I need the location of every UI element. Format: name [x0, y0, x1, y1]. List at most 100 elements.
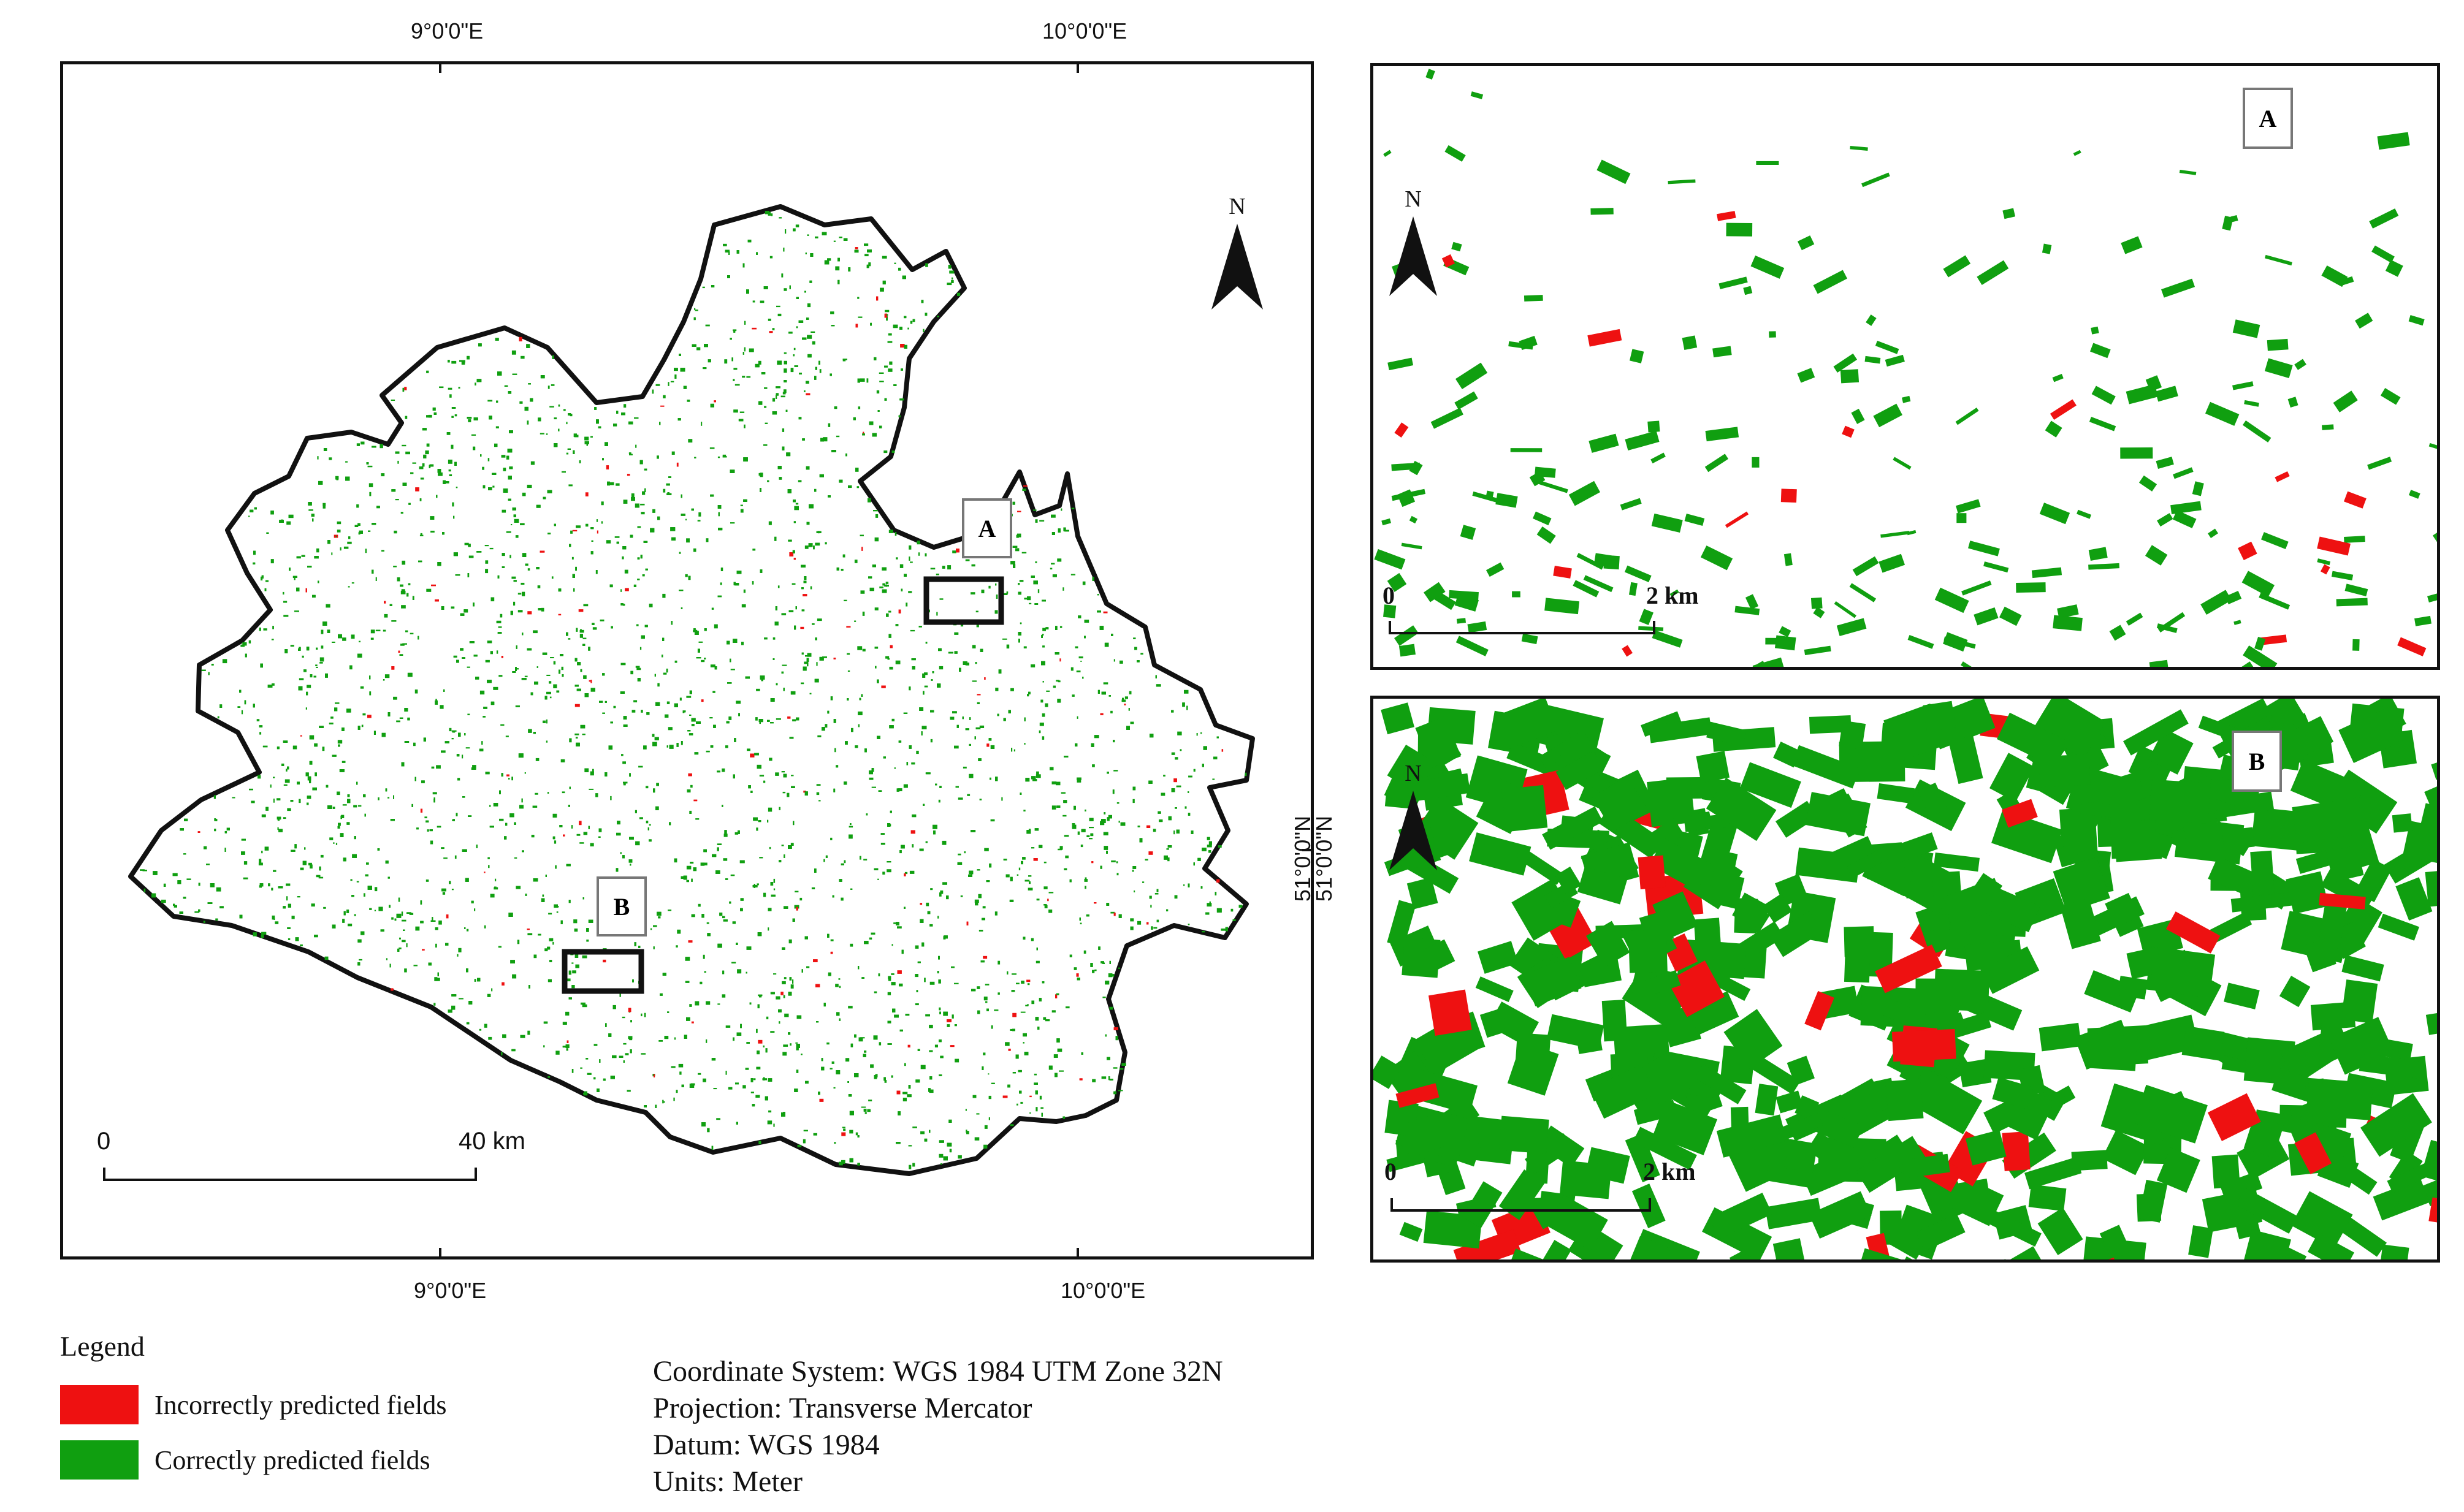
field-patch — [854, 560, 858, 563]
field-patch — [610, 1076, 615, 1079]
field-patch — [1108, 973, 1113, 978]
field-patch — [585, 523, 589, 527]
field-patch — [433, 799, 435, 803]
field-patch — [603, 959, 606, 963]
field-patch — [364, 893, 365, 897]
field-patch — [473, 602, 475, 607]
field-patch — [847, 698, 849, 701]
field-patch — [939, 1153, 944, 1158]
field-patch — [850, 888, 853, 890]
field-patch — [476, 845, 478, 848]
field-patch — [796, 906, 798, 911]
field-patch — [980, 648, 983, 652]
field-patch — [347, 799, 351, 803]
field-patch — [434, 977, 438, 981]
field-patch — [340, 547, 341, 551]
field-patch — [898, 1111, 901, 1115]
field-patch — [534, 682, 538, 685]
field-patch — [691, 1021, 694, 1024]
field-patch — [609, 584, 613, 588]
field-patch — [894, 532, 897, 536]
field-patch — [522, 553, 527, 557]
field-patch — [770, 698, 775, 702]
field-patch — [989, 863, 992, 868]
field-patch — [842, 359, 846, 362]
field-predictions — [140, 211, 1247, 1169]
field-patch — [789, 737, 794, 739]
field-patch — [666, 668, 668, 673]
field-patch — [630, 1049, 632, 1054]
field-patch — [473, 417, 478, 420]
field-patch — [335, 843, 338, 845]
field-patch — [435, 599, 439, 602]
field-patch — [259, 627, 261, 631]
field-patch — [839, 479, 843, 483]
field-patch — [1080, 845, 1083, 848]
field-patch — [1148, 851, 1153, 855]
field-patch — [655, 702, 660, 706]
field-patch — [240, 644, 245, 647]
field-patch — [546, 719, 547, 724]
field-patch — [713, 1088, 717, 1090]
field-patch — [552, 813, 557, 818]
field-patch — [576, 688, 581, 691]
field-patch — [759, 775, 765, 777]
field-patch — [704, 344, 708, 348]
field-patch — [642, 574, 645, 577]
field-patch — [943, 1011, 948, 1016]
field-patch — [502, 509, 506, 513]
field-patch — [1113, 659, 1115, 662]
field-patch — [1090, 833, 1094, 837]
field-patch — [692, 344, 696, 347]
field-patch — [1039, 845, 1043, 848]
field-patch — [445, 943, 449, 946]
field-patch — [722, 454, 727, 457]
field-patch — [256, 719, 260, 721]
field-patch — [568, 638, 571, 640]
field-patch — [259, 732, 262, 735]
field-patch — [783, 1044, 788, 1047]
field-patch — [866, 264, 869, 268]
field-patch — [259, 859, 262, 863]
field-patch — [1149, 895, 1152, 899]
field-patch — [1024, 743, 1026, 745]
field-patch — [1072, 694, 1075, 697]
field-patch — [284, 649, 288, 653]
field-patch — [402, 643, 407, 645]
field-patch — [817, 735, 822, 737]
field-patch — [605, 701, 607, 703]
field-patch — [449, 394, 452, 398]
field-patch — [405, 451, 410, 455]
field-patch — [686, 696, 692, 698]
field-patch — [372, 569, 374, 574]
field-patch — [652, 509, 655, 513]
field-patch — [833, 1087, 836, 1089]
field-patch — [518, 753, 524, 758]
field-patch — [248, 515, 250, 517]
field-patch — [919, 848, 924, 851]
field-patch — [849, 1130, 853, 1134]
field-patch — [743, 457, 748, 462]
field-patch — [765, 211, 769, 215]
field-patch — [1089, 838, 1093, 840]
field-patch — [735, 1082, 739, 1085]
field-patch — [303, 669, 307, 672]
field-patch — [363, 794, 366, 797]
field-patch — [1101, 1076, 1107, 1079]
field-patch — [728, 716, 732, 720]
field-patch — [1193, 862, 1195, 866]
field-patch — [807, 653, 812, 657]
field-patch — [930, 568, 936, 570]
field-patch — [858, 724, 860, 728]
field-patch — [1090, 963, 1093, 967]
main-map-canvas — [128, 64, 1311, 1256]
field-patch — [637, 557, 640, 560]
field-patch — [653, 946, 655, 949]
field-patch — [316, 666, 318, 668]
field-patch — [898, 415, 901, 417]
field-patch — [830, 1068, 833, 1069]
field-patch — [1062, 815, 1067, 817]
field-patch — [1056, 1038, 1060, 1043]
field-patch — [490, 597, 495, 602]
field-patch — [783, 995, 785, 998]
